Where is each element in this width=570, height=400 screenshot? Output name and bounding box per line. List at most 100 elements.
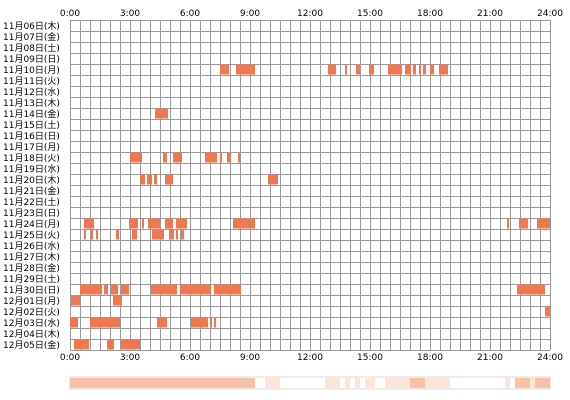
summary-cell — [505, 378, 510, 388]
row-label: 11月28日(金) — [3, 262, 60, 274]
row-label: 11月19日(水) — [3, 163, 60, 175]
row-label: 12月02日(火) — [3, 307, 60, 318]
summary-cell — [540, 378, 545, 388]
row-label: 11月10日(月) — [3, 65, 60, 76]
summary-cell — [245, 378, 250, 388]
summary-cell — [525, 378, 530, 388]
summary-cell — [355, 378, 360, 388]
activity-bar — [84, 229, 86, 240]
summary-cell — [80, 378, 85, 388]
row-label: 11月09日(日) — [3, 54, 60, 65]
row-label: 11月07日(金) — [3, 31, 60, 43]
summary-cell — [440, 378, 445, 388]
summary-cell — [210, 378, 215, 388]
summary-strip — [69, 376, 551, 390]
summary-cell — [400, 378, 405, 388]
x-tick-label: 24:00 — [537, 353, 563, 363]
x-tick-label: 18:00 — [417, 9, 443, 19]
summary-cell — [190, 378, 195, 388]
row-label: 11月22日(土) — [3, 196, 60, 208]
x-tick-label: 6:00 — [180, 9, 200, 19]
x-tick-label: 21:00 — [477, 353, 503, 363]
summary-cell — [110, 378, 115, 388]
summary-cell — [405, 378, 410, 388]
activity-bar — [151, 284, 177, 295]
row-label: 11月12日(水) — [3, 86, 60, 98]
summary-cell — [385, 378, 390, 388]
summary-cell — [425, 378, 430, 388]
summary-cell — [150, 378, 155, 388]
x-tick-label: 15:00 — [357, 9, 383, 19]
summary-cell — [75, 378, 80, 388]
summary-cell — [90, 378, 95, 388]
summary-cell — [390, 378, 395, 388]
x-tick-label: 15:00 — [357, 353, 383, 363]
activity-bar — [107, 339, 114, 350]
row-label: 12月03日(水) — [3, 317, 60, 329]
activity-bar — [233, 218, 255, 229]
summary-cell — [130, 378, 135, 388]
summary-cell — [205, 378, 210, 388]
activity-bar — [439, 64, 448, 75]
activity-bar — [96, 229, 98, 240]
row-label: 11月30日(日) — [3, 285, 60, 296]
summary-cell — [365, 378, 370, 388]
activity-bar — [519, 218, 528, 229]
summary-cell — [275, 378, 280, 388]
row-label: 11月27日(木) — [3, 251, 60, 263]
x-tick-label: 12:00 — [297, 353, 323, 363]
activity-bar — [142, 218, 144, 229]
x-tick-label: 0:00 — [60, 9, 80, 19]
summary-cell — [70, 378, 75, 388]
activity-bar — [220, 152, 222, 163]
summary-cell — [160, 378, 165, 388]
activity-bars — [70, 64, 550, 350]
activity-bar — [345, 64, 347, 75]
summary-cell — [155, 378, 160, 388]
row-label: 11月14日(金) — [3, 108, 60, 120]
activity-bar — [80, 284, 102, 295]
activity-bar — [419, 64, 421, 75]
activity-bar — [113, 295, 122, 306]
activity-bar — [155, 108, 168, 119]
row-label: 11月21日(金) — [3, 185, 60, 197]
summary-cell — [545, 378, 550, 388]
activity-bar — [176, 229, 178, 240]
summary-cell — [180, 378, 185, 388]
row-labels: 11月06日(木)11月07日(金)11月08日(土)11月09日(日)11月1… — [3, 20, 60, 351]
summary-cell — [515, 378, 520, 388]
row-label: 11月06日(木) — [3, 20, 60, 32]
summary-cell — [410, 378, 415, 388]
summary-cell — [105, 378, 110, 388]
x-tick-label: 3:00 — [120, 9, 140, 19]
row-label: 11月11日(火) — [3, 76, 60, 87]
summary-cell — [240, 378, 245, 388]
summary-cell — [395, 378, 400, 388]
summary-cell — [250, 378, 255, 388]
activity-bar — [111, 284, 118, 295]
row-label: 11月24日(月) — [3, 219, 60, 230]
row-label: 11月25日(火) — [3, 230, 60, 241]
activity-bar — [130, 152, 142, 163]
row-label: 11月20日(木) — [3, 174, 60, 186]
x-tick-label: 9:00 — [240, 9, 260, 19]
summary-cell — [265, 378, 270, 388]
row-label: 11月26日(水) — [3, 240, 60, 252]
activity-bar — [180, 284, 211, 295]
summary-cell — [430, 378, 435, 388]
x-tick-label: 3:00 — [120, 353, 140, 363]
activity-bar — [121, 284, 129, 295]
summary-cell — [420, 378, 425, 388]
summary-cell — [230, 378, 235, 388]
activity-bar — [405, 64, 411, 75]
summary-cell — [145, 378, 150, 388]
activity-bar — [71, 295, 80, 306]
row-label: 12月04日(木) — [3, 328, 60, 340]
summary-cell — [100, 378, 105, 388]
activity-bar — [91, 229, 93, 240]
activity-bar — [537, 218, 550, 229]
summary-cell — [140, 378, 145, 388]
summary-cell — [185, 378, 190, 388]
activity-bar — [74, 339, 89, 350]
